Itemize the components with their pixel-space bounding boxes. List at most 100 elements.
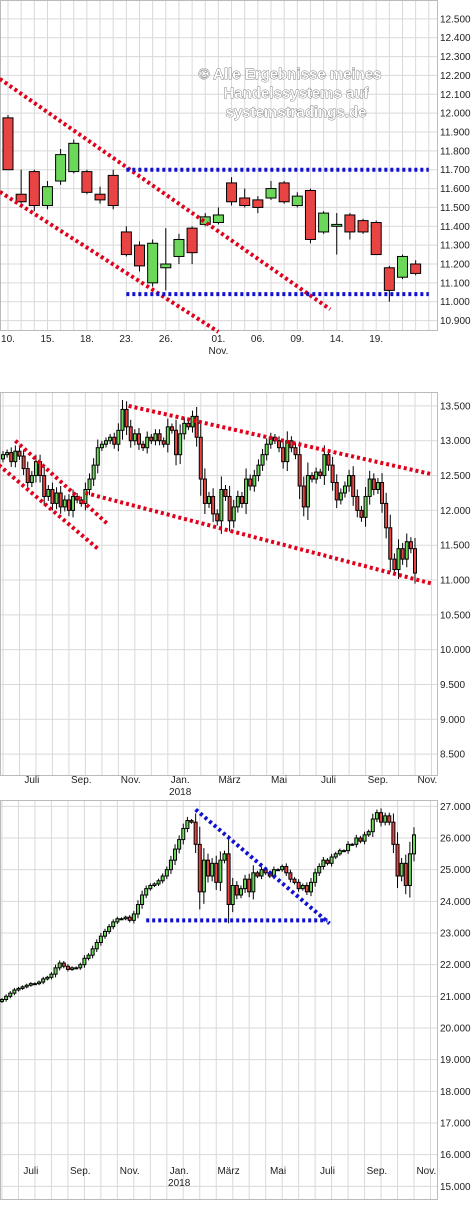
candle: [305, 462, 310, 520]
candle-body: [32, 983, 37, 986]
candle: [248, 474, 253, 491]
candle: [218, 851, 223, 892]
candle-body: [94, 942, 99, 950]
candle-body: [234, 885, 239, 896]
candle: [370, 813, 375, 838]
candle: [380, 473, 385, 513]
candle: [9, 447, 14, 467]
candle: [317, 863, 322, 876]
candle: [297, 441, 302, 500]
y-tick-label: 15.000: [440, 1182, 471, 1193]
candle-body: [16, 987, 21, 991]
candle: [103, 928, 107, 939]
candle-body: [128, 426, 133, 442]
candle: [38, 454, 43, 483]
candle: [83, 482, 88, 511]
y-tick-label: 9.000: [440, 715, 465, 726]
candle: [280, 864, 285, 872]
y-tick-label: 16.000: [440, 1150, 471, 1161]
candle-body: [141, 443, 146, 449]
candle: [399, 857, 404, 882]
candle: [243, 874, 248, 893]
candle-body: [104, 440, 108, 445]
candle: [53, 964, 58, 978]
x-tick-label: 23.: [119, 334, 133, 345]
candle-body: [13, 450, 18, 463]
candle-body: [194, 415, 199, 438]
y-tick-label: 10.000: [440, 645, 471, 656]
y-tick-label: 17.000: [440, 1119, 471, 1130]
candle-body: [413, 548, 417, 574]
candle-body: [370, 818, 375, 833]
candle: [309, 878, 313, 897]
candle: [231, 499, 236, 528]
candle: [90, 945, 95, 959]
candle: [310, 472, 314, 483]
candle: [359, 505, 364, 522]
candle: [202, 468, 207, 515]
candle-body: [201, 859, 206, 893]
candle-body: [54, 492, 59, 504]
candle-body: [334, 482, 339, 501]
candle-body: [243, 878, 248, 890]
candle: [227, 485, 232, 532]
candle-body: [71, 495, 76, 511]
watermark-line-2: Handelssystems auf: [223, 85, 369, 102]
candle: [28, 169, 40, 212]
candle: [17, 447, 22, 460]
y-tick-label: 11.000: [440, 576, 470, 587]
y-tick-label: 9.500: [440, 680, 465, 691]
candle-body: [207, 495, 211, 504]
candle-body: [91, 464, 96, 480]
candle: [153, 429, 158, 446]
candle: [29, 471, 34, 488]
red-trend-line: [0, 189, 220, 334]
x-tick-label: Mai: [271, 775, 287, 786]
candle-body: [341, 850, 346, 853]
candle: [199, 213, 211, 227]
y-tick-label: 11.900: [440, 128, 470, 139]
candle-body: [235, 495, 240, 508]
candle: [301, 476, 306, 517]
candle-body: [292, 878, 297, 883]
candle-body: [148, 885, 153, 890]
x-tick-label: 15.: [40, 334, 54, 345]
x-tick-sublabel: 2018: [168, 1178, 191, 1189]
candle: [407, 841, 412, 898]
candle-body: [322, 454, 327, 477]
candle-body: [140, 894, 145, 905]
candle-body: [8, 992, 13, 997]
candle: [127, 915, 132, 923]
y-tick-label: 12.400: [440, 33, 471, 44]
candle: [193, 813, 198, 854]
y-tick-label: 26.000: [440, 834, 471, 845]
candle: [346, 841, 351, 854]
candle: [49, 972, 54, 980]
candle-body: [152, 883, 157, 887]
candle: [24, 983, 29, 989]
watermark-line-3: systemstradings.de: [226, 104, 367, 121]
candle-body: [181, 828, 186, 841]
candle: [152, 882, 157, 888]
candle-body: [346, 843, 351, 852]
candle-body: [193, 821, 198, 845]
candle-body: [103, 930, 107, 937]
candle: [330, 456, 335, 491]
candle-body: [177, 839, 182, 850]
candle: [25, 461, 30, 490]
candle-body: [358, 837, 363, 842]
candle: [50, 482, 55, 511]
candle-body: [206, 859, 210, 877]
candle: [304, 188, 316, 244]
candle: [81, 169, 93, 195]
candle-body: [173, 238, 185, 257]
candle: [169, 423, 174, 434]
candle: [244, 468, 249, 515]
candle-body: [173, 848, 178, 861]
candle-body: [218, 859, 223, 883]
candle-body: [211, 495, 216, 515]
x-tick-label: Sep.: [70, 1166, 91, 1177]
x-tick-label: Sep.: [368, 775, 389, 786]
y-tick-label: 10.900: [440, 316, 471, 327]
